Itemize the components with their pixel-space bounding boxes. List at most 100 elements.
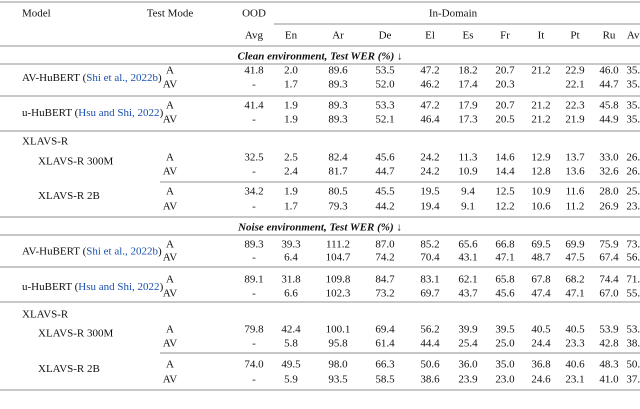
cell: 46.0 <box>599 65 619 77</box>
cell: 39.9 <box>458 324 478 336</box>
cell: 36.0 <box>458 359 478 371</box>
cell: 44.9 <box>599 114 619 126</box>
cell: - <box>252 201 256 213</box>
cell: - <box>252 79 256 91</box>
test-mode: A <box>166 274 174 286</box>
citation[interactable]: Shi et al., 2022b <box>86 245 158 257</box>
cell: 19.5 <box>420 186 440 198</box>
cell: 52.0 <box>375 79 395 91</box>
header-cell: Pt <box>570 30 579 42</box>
cell: 45.6 <box>495 288 515 300</box>
cell: - <box>252 288 256 300</box>
cell: 34.2 <box>244 186 263 198</box>
cell: 37.3 <box>626 374 640 386</box>
cell: 48.7 <box>531 252 551 264</box>
cell: 100.1 <box>326 324 351 336</box>
cell: 6.6 <box>284 288 298 300</box>
cell: 50.8 <box>626 359 640 371</box>
cell: 79.8 <box>244 324 264 336</box>
cell: 74.0 <box>244 359 264 371</box>
cell: 23.3 <box>565 338 585 350</box>
cell: 69.7 <box>420 288 440 300</box>
model-name: AV-HuBERT (Shi et al., 2022b) <box>22 245 162 257</box>
cell: 35.6 <box>626 100 640 112</box>
cell: 20.7 <box>495 65 515 77</box>
test-mode: A <box>166 324 174 336</box>
cell: 9.1 <box>461 201 475 213</box>
model-name: u-HuBERT (Hsu and Shi, 2022) <box>22 107 164 119</box>
cell: 98.0 <box>328 359 348 371</box>
test-mode: A <box>166 100 174 112</box>
cell: 66.3 <box>375 359 395 371</box>
model-name: u-HuBERT (Hsu and Shi, 2022) <box>22 281 164 293</box>
model-family: XLAVS-R <box>22 136 69 148</box>
cell: 47.5 <box>565 252 585 264</box>
cell: 43.1 <box>458 252 477 264</box>
cell: 24.4 <box>531 338 551 350</box>
test-mode: A <box>166 186 174 198</box>
cell: 41.4 <box>244 100 264 112</box>
cell: 31.8 <box>281 274 301 286</box>
cell: 22.3 <box>565 100 585 112</box>
test-mode: AV <box>163 374 178 386</box>
cell: 1.7 <box>284 79 298 91</box>
cell: 25.0 <box>495 338 515 350</box>
cell: 69.9 <box>565 239 585 251</box>
cell: 45.6 <box>375 152 395 164</box>
cell: 65.6 <box>458 239 478 251</box>
header-cell: It <box>538 30 545 42</box>
cell: 20.7 <box>495 100 515 112</box>
cell: 89.3 <box>328 114 348 126</box>
model-name-part: AV-HuBERT ( <box>22 245 87 257</box>
cell: 20.3 <box>495 79 515 91</box>
cell: 66.8 <box>495 239 515 251</box>
cell: 20.5 <box>495 114 515 126</box>
cell: 67.8 <box>531 274 551 286</box>
cell: 69.5 <box>531 239 551 251</box>
cell: 43.7 <box>458 288 478 300</box>
cell: 25.0 <box>626 186 640 198</box>
cell: 73.9 <box>626 239 640 251</box>
citation[interactable]: Shi et al., 2022b <box>86 72 158 84</box>
cell: 21.9 <box>565 114 585 126</box>
cell: 32.5 <box>244 152 264 164</box>
cell: 14.6 <box>495 152 515 164</box>
citation[interactable]: Hsu and Shi, 2022 <box>78 107 159 119</box>
header-cell: Avg <box>627 30 640 42</box>
model-name: XLAVS-R 2B <box>38 363 100 375</box>
cell: 62.1 <box>458 274 477 286</box>
cell: 44.2 <box>375 201 394 213</box>
cell: 41.0 <box>599 374 619 386</box>
section-title: Clean environment, Test WER (%) ↓ <box>237 51 402 63</box>
cell: 67.4 <box>599 252 619 264</box>
header-cell: Avg <box>245 30 264 42</box>
cell: 12.5 <box>495 186 515 198</box>
cell: 35.0 <box>626 79 640 91</box>
cell: 38.6 <box>420 374 440 386</box>
cell: 24.2 <box>420 152 439 164</box>
cell: 23.0 <box>495 374 515 386</box>
cell: 48.3 <box>599 359 619 371</box>
cell: 81.7 <box>328 166 348 178</box>
test-mode: A <box>166 359 174 371</box>
cell: 10.9 <box>458 166 478 178</box>
test-mode: AV <box>163 201 178 213</box>
cell: 38.7 <box>626 338 640 350</box>
cell: 23.6 <box>626 201 640 213</box>
cell: 71.0 <box>626 274 640 286</box>
header-cell: Ar <box>332 30 344 42</box>
citation[interactable]: Hsu and Shi, 2022 <box>78 281 159 293</box>
cell: 22.9 <box>565 65 585 77</box>
header-cell: Es <box>463 30 474 42</box>
model-name-part: u-HuBERT ( <box>22 281 79 293</box>
cell: 5.8 <box>284 338 298 350</box>
cell: 52.1 <box>375 114 394 126</box>
test-mode: AV <box>163 252 178 264</box>
cell: 55.8 <box>626 288 640 300</box>
header-cell: Test Mode <box>147 8 194 20</box>
cell: 21.2 <box>531 114 550 126</box>
header-cell: De <box>379 30 392 42</box>
cell: 11.3 <box>459 152 478 164</box>
cell: 46.2 <box>420 79 439 91</box>
